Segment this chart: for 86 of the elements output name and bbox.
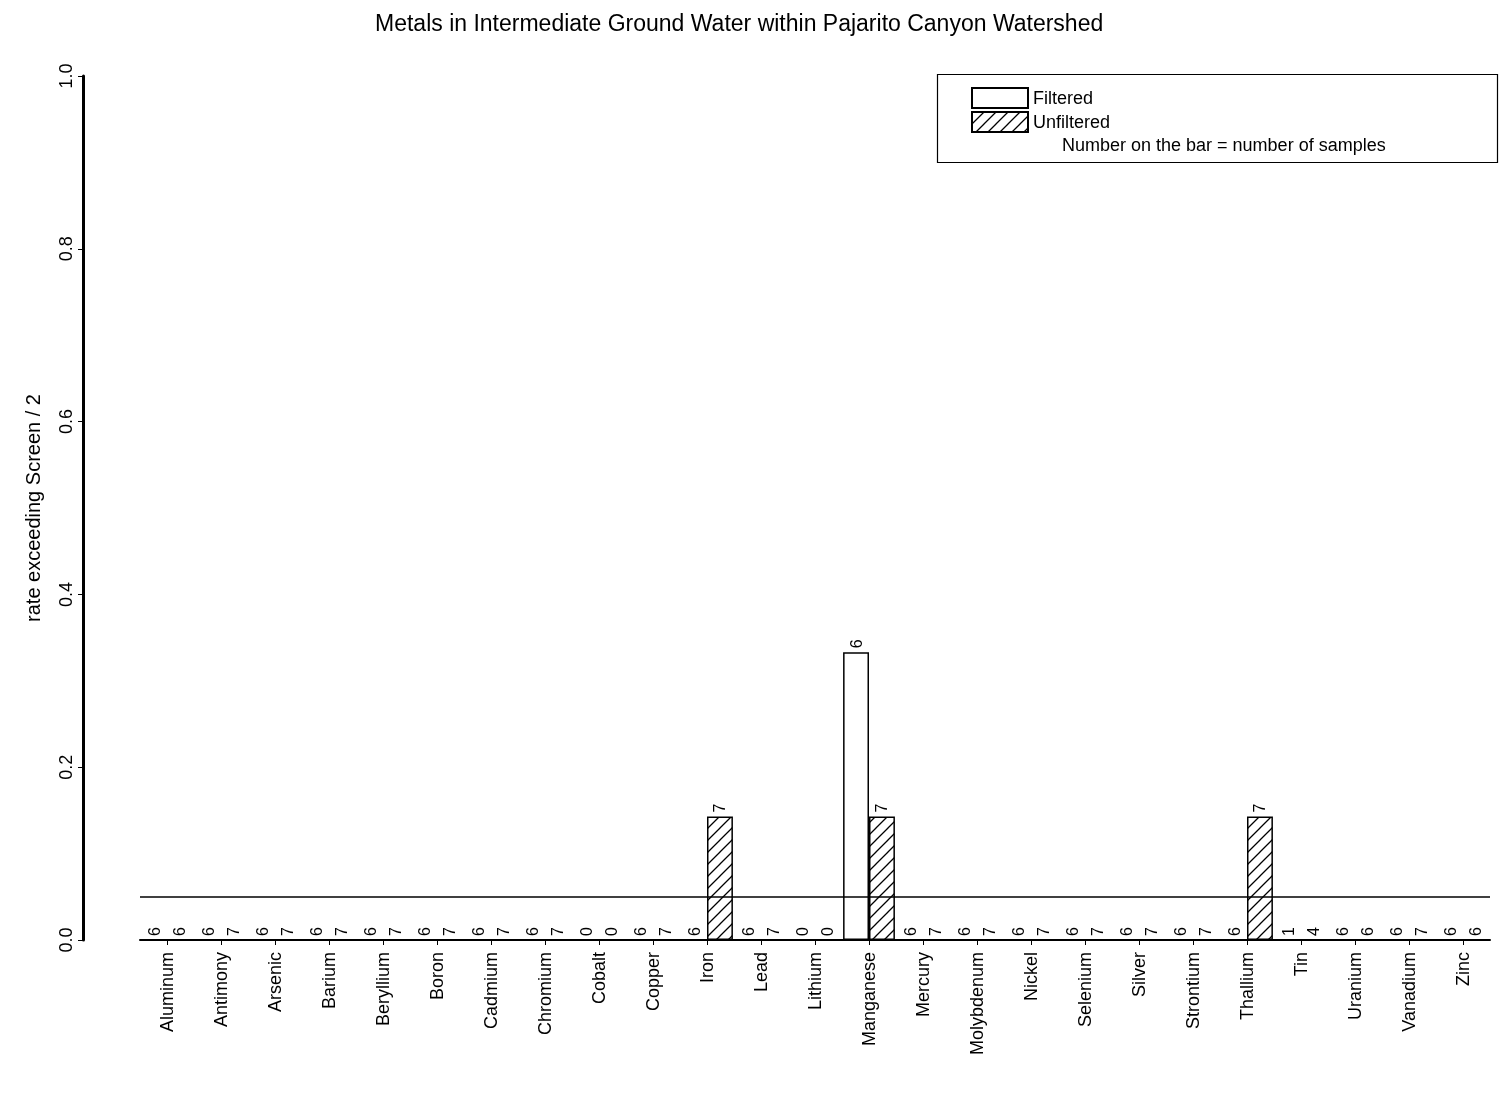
annotation: 6 [631,927,649,936]
annotation: 7 [1089,927,1107,936]
annotation: 6 [1171,927,1189,936]
x-tick-label: Chromium [535,952,555,1036]
x-tick-label: Thallium [1237,952,1257,1021]
annotation: 6 [1225,927,1243,936]
annotation: 0 [819,927,837,936]
annotation: 7 [1035,927,1053,936]
annotation: 6 [523,927,541,936]
legend-label: Unfiltered [1033,112,1111,132]
annotation: 6 [253,927,271,936]
x-tick-label: Strontium [1183,952,1203,1030]
annotation: 7 [765,927,783,936]
x-tick-label: Selenium [1075,952,1095,1028]
annotation: 7 [549,927,567,936]
annotation: 7 [1251,803,1269,813]
legend-label: Filtered [1033,88,1094,108]
y-tick-label: 0.6 [56,409,76,435]
y-tick-label: 0.2 [56,754,76,780]
y-tick-label: 0.0 [56,927,76,953]
x-tick-label: Silver [1129,952,1149,998]
annotation: 7 [441,927,459,936]
annotation: 0 [603,927,621,936]
x-tick-label: Mercury [913,952,933,1018]
annotation: 6 [171,927,189,936]
annotation: 6 [307,927,325,936]
annotation: 7 [1143,927,1161,936]
annotation: 6 [955,927,973,936]
annotation: 7 [1413,927,1431,936]
x-tick-label: Tin [1291,952,1311,977]
annotation: 7 [387,927,405,936]
annotation: 7 [981,927,999,936]
annotation: 7 [927,927,945,936]
x-tick-label: Iron [697,952,717,984]
chart-title: Metals in Intermediate Ground Water within Pajarito Canyon Watershed [375,9,1104,36]
annotation: 6 [1387,927,1405,936]
annotation: 6 [361,927,379,936]
annotation: 7 [711,803,729,813]
annotation: 6 [1333,927,1351,936]
x-tick-label: Vanadium [1399,952,1419,1032]
annotation: 1 [1279,927,1297,936]
annotation: 6 [1063,927,1081,936]
annotation: 7 [225,927,243,936]
annotation: 6 [1359,927,1377,936]
x-tick-label: Barium [319,952,339,1010]
annotation: Number on the bar = number of samples [1062,135,1386,155]
annotation: 6 [685,927,703,936]
annotation: 6 [1467,927,1485,936]
x-tick-label: Copper [643,952,663,1012]
x-tick-label: Cobalt [589,952,609,1005]
x-tick-label: Molybdenum [967,952,987,1056]
annotation: 6 [739,927,757,936]
annotation: 6 [847,639,865,649]
annotation: 6 [1117,927,1135,936]
annotation: 7 [333,927,351,936]
x-tick-label: Nickel [1021,952,1041,1002]
annotation: 6 [901,927,919,936]
annotation: 7 [1197,927,1215,936]
x-tick-label: Beryllium [373,952,393,1027]
x-tick-label: Antimony [211,952,231,1028]
x-tick-label: Aluminum [157,952,177,1033]
annotation: 0 [577,927,595,936]
annotation: 7 [657,927,675,936]
x-tick-label: Lithium [805,952,825,1011]
annotation: 6 [1009,927,1027,936]
annotation: 0 [793,927,811,936]
annotation: 7 [495,927,513,936]
x-tick-label: Cadmium [481,952,501,1030]
annotation: 6 [415,927,433,936]
y-tick-label: 0.4 [56,581,76,607]
y-axis-title: rate exceeding Screen / 2 [22,394,44,622]
y-tick-label: 1.0 [56,63,76,89]
annotation: 7 [279,927,297,936]
x-tick-label: Manganese [859,952,879,1047]
y-tick-label: 0.8 [56,236,76,262]
x-tick-label: Uranium [1345,952,1365,1021]
x-tick-label: Zinc [1453,952,1473,987]
x-tick-label: Boron [427,952,447,1001]
annotation: 6 [1441,927,1459,936]
x-tick-label: Lead [751,952,771,993]
x-tick-label: Arsenic [265,952,285,1013]
annotation: 6 [199,927,217,936]
annotation: 6 [145,927,163,936]
annotation: 4 [1305,927,1323,936]
annotation: 7 [873,803,891,813]
annotation: 6 [469,927,487,936]
